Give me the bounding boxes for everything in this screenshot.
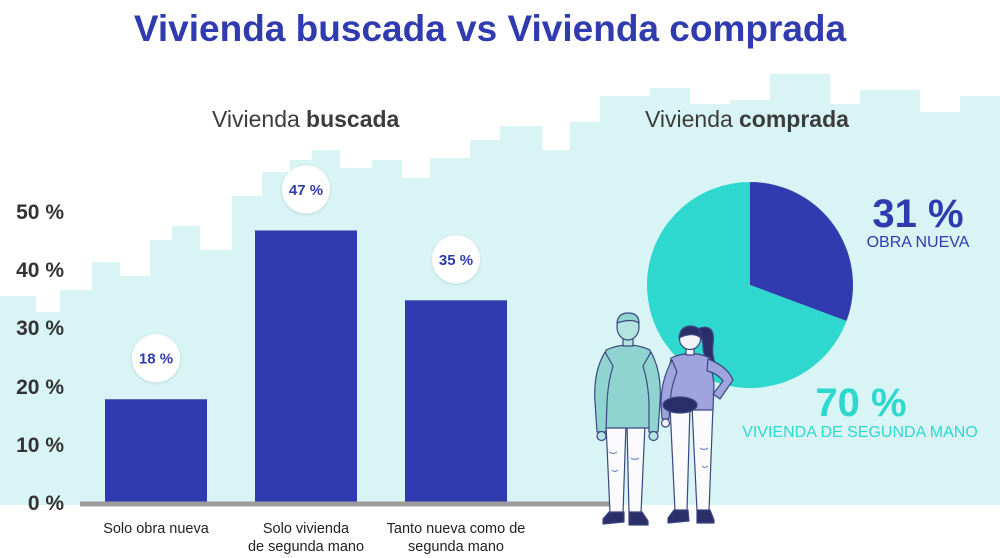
woman-arm <box>706 358 734 400</box>
bar <box>105 399 207 504</box>
data-label-bubble <box>282 165 330 214</box>
man-shoe <box>602 511 625 525</box>
woman-shoe <box>667 509 690 524</box>
data-label-bubble <box>132 334 180 383</box>
woman-hair <box>678 325 702 339</box>
bar-chart-title-bold: buscada <box>306 106 400 132</box>
page-title: Vivienda buscada vs Vivienda comprada <box>133 8 847 49</box>
man-hand <box>648 430 659 442</box>
category-label: Solo vivienda de segunda mano <box>247 521 365 555</box>
pie-chart-title-bold: comprada <box>739 106 849 132</box>
man-pants-folds <box>608 451 640 473</box>
y-tick-label: 50 % <box>16 201 64 224</box>
bar <box>255 230 357 504</box>
woman-hand <box>660 418 671 428</box>
bar-chart <box>105 230 507 504</box>
pie-chart-title-regular: Vivienda <box>645 106 733 132</box>
y-tick-label: 30 % <box>16 317 64 341</box>
bar-chart-title: Vivienda buscada <box>212 106 399 132</box>
bar-chart-title-regular: Vivienda <box>212 106 300 132</box>
pie-slice <box>750 182 853 322</box>
bar-data-labels: 18 % 47 % 35 % <box>132 165 480 383</box>
category-label: Tanto nueva como de segunda mano <box>386 521 526 555</box>
data-label-bubble <box>432 235 480 284</box>
man-arm <box>594 351 614 433</box>
pie-chart-title: Vivienda comprada <box>645 106 849 132</box>
pie-slice-label: VIVIENDA DE SEGUNDA MANO <box>742 424 978 441</box>
data-label: 18 % <box>139 351 173 368</box>
category-label: Solo obra nueva <box>103 521 209 537</box>
y-tick-label: 20 % <box>16 375 64 399</box>
pie-value-label: 70 % <box>815 381 907 425</box>
man-shirt <box>600 344 655 429</box>
woman-figure <box>660 325 734 524</box>
fanny-pack <box>662 396 698 414</box>
couple-illustration <box>594 312 734 526</box>
bar <box>405 300 507 504</box>
man-arm <box>642 351 661 433</box>
man-hand <box>596 430 607 442</box>
man-shoe <box>628 511 649 526</box>
pie-slice-label: OBRA NUEVA <box>866 234 970 251</box>
woman-shoe <box>696 509 715 524</box>
y-tick-label: 40 % <box>16 259 64 283</box>
y-tick-label: 0 % <box>27 492 64 515</box>
man-hair <box>616 312 640 324</box>
man-figure <box>594 312 661 526</box>
pie-value-label: 31 % <box>872 192 964 236</box>
woman-pants-folds <box>699 447 709 469</box>
data-label: 47 % <box>289 182 323 199</box>
y-tick-label: 10 % <box>16 433 64 457</box>
city-skyline-background <box>0 74 1000 505</box>
data-label: 35 % <box>439 252 473 269</box>
